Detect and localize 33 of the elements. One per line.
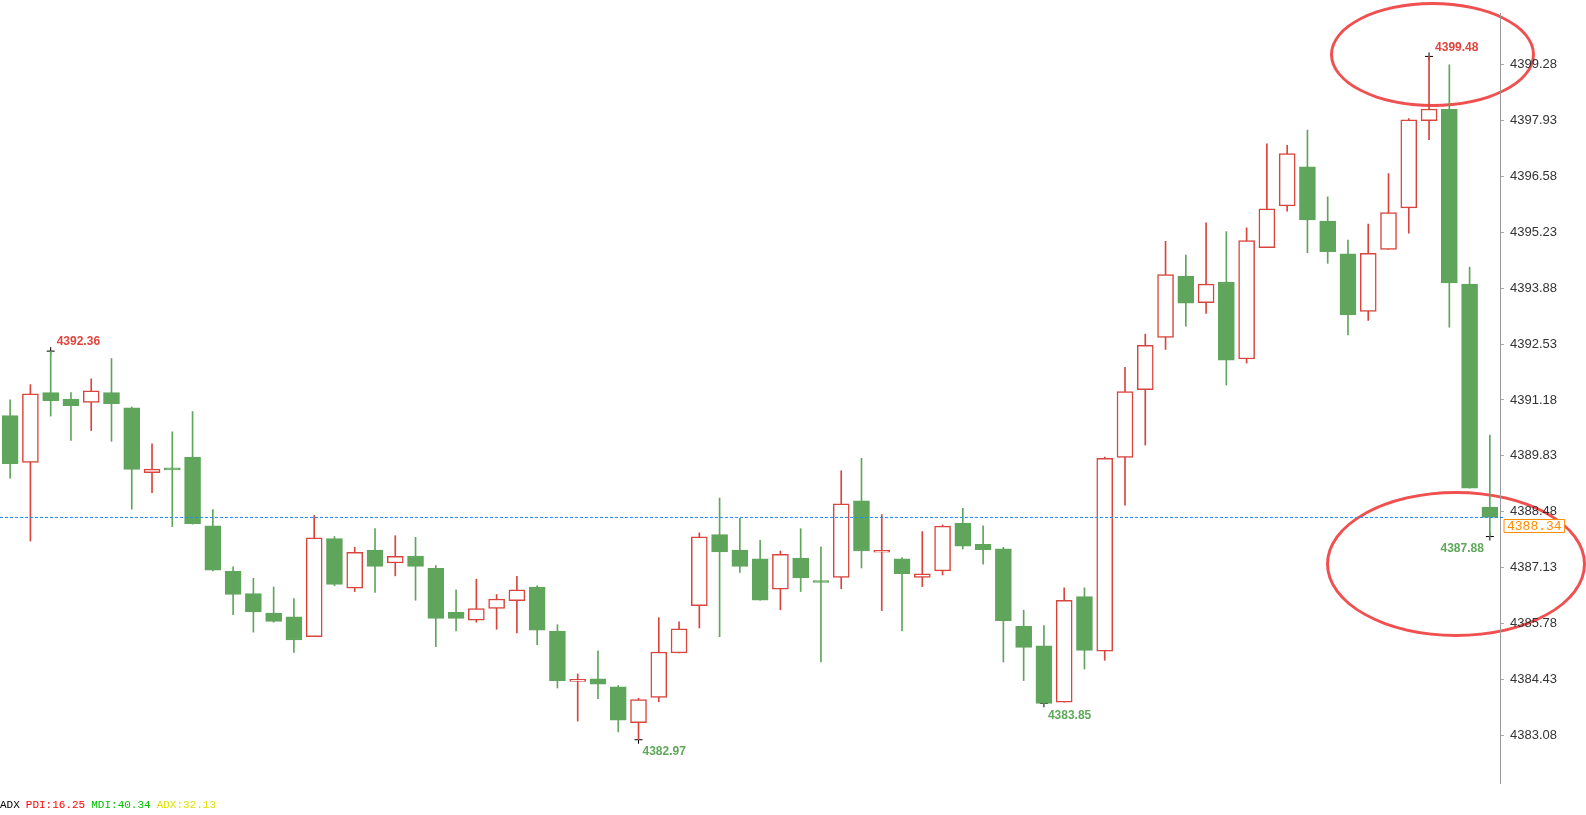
text: 4392.36 bbox=[56, 334, 101, 349]
text: 4382.97 bbox=[642, 744, 686, 759]
text: ADX:32.13 bbox=[156, 799, 217, 811]
candlestick bbox=[386, 535, 404, 577]
candlestick bbox=[812, 546, 830, 663]
candlestick bbox=[82, 378, 100, 431]
candlestick bbox=[569, 673, 587, 722]
y-tick-label: 4395.23 bbox=[1510, 223, 1557, 239]
candlestick bbox=[143, 443, 161, 493]
text: 4399.48 bbox=[1435, 39, 1479, 54]
y-tick-label: 4383.08 bbox=[1510, 726, 1557, 742]
text: 4387.88 bbox=[1440, 540, 1484, 555]
candlestick bbox=[893, 557, 911, 632]
candlestick bbox=[62, 392, 80, 441]
y-tick-label: 4397.93 bbox=[1510, 112, 1557, 128]
candlestick bbox=[508, 575, 526, 634]
text: MDI:40.34 bbox=[91, 799, 151, 811]
text: ADX bbox=[0, 799, 20, 811]
candlestick bbox=[873, 514, 891, 611]
candlestick bbox=[447, 589, 465, 632]
y-tick-label: 4384.43 bbox=[1510, 670, 1557, 686]
text: 4383.85 bbox=[1047, 707, 1092, 722]
candlestick bbox=[974, 525, 992, 565]
ref-line-label: 4388.34 bbox=[1507, 518, 1562, 534]
text: PDI:16.25 bbox=[25, 799, 86, 811]
y-tick-label: 4391.18 bbox=[1510, 391, 1557, 407]
y-tick-label: 4396.58 bbox=[1510, 168, 1557, 184]
y-tick-label: 4387.13 bbox=[1510, 559, 1557, 575]
y-tick-label: 4389.83 bbox=[1510, 447, 1557, 463]
y-tick-label: 4392.53 bbox=[1510, 335, 1557, 351]
y-tick-label: 4393.88 bbox=[1510, 279, 1557, 295]
candlestick bbox=[589, 650, 607, 700]
candlestick bbox=[366, 528, 384, 593]
